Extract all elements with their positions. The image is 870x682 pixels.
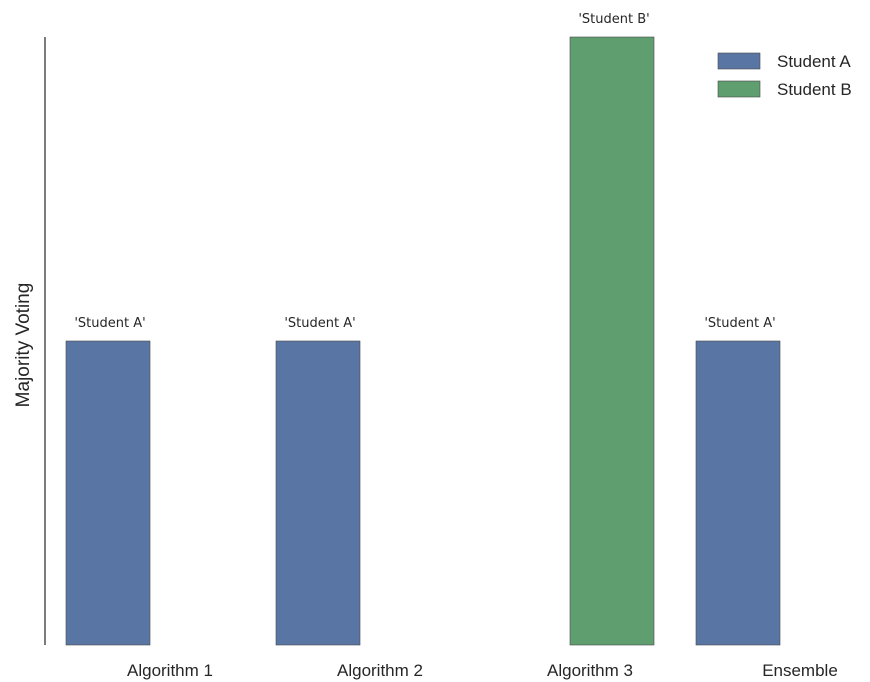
x-tick-label: Ensemble	[762, 661, 838, 680]
x-tick-label: Algorithm 2	[337, 661, 423, 680]
x-tick-labels-group: Algorithm 1 Algorithm 2 Algorithm 3 Ensembl…	[127, 661, 838, 680]
bar-student-a-2	[275, 340, 361, 646]
legend: Student A Student B	[717, 52, 852, 99]
legend-label: Student A	[777, 52, 851, 71]
bar-student-b-3	[569, 36, 655, 646]
bar-labels-group: 'Student A' 'Student A' 'Student B' 'Studen…	[74, 12, 775, 331]
bar-value-label: 'Student A'	[284, 316, 355, 331]
bars-group	[65, 36, 781, 646]
x-tick-label: Algorithm 3	[547, 661, 633, 680]
bar-value-label: 'Student A'	[74, 316, 145, 331]
legend-label: Student B	[777, 80, 852, 99]
bar-value-label: 'Student A'	[704, 316, 775, 331]
y-axis-label: Majority Voting	[13, 283, 34, 408]
bar-value-label: 'Student B'	[578, 12, 649, 27]
legend-swatch-student-b	[717, 80, 761, 98]
bar-student-a-4	[695, 340, 781, 646]
x-tick-label: Algorithm 1	[127, 661, 213, 680]
bar-student-a-1	[65, 340, 151, 646]
legend-swatch-student-a	[717, 52, 761, 70]
